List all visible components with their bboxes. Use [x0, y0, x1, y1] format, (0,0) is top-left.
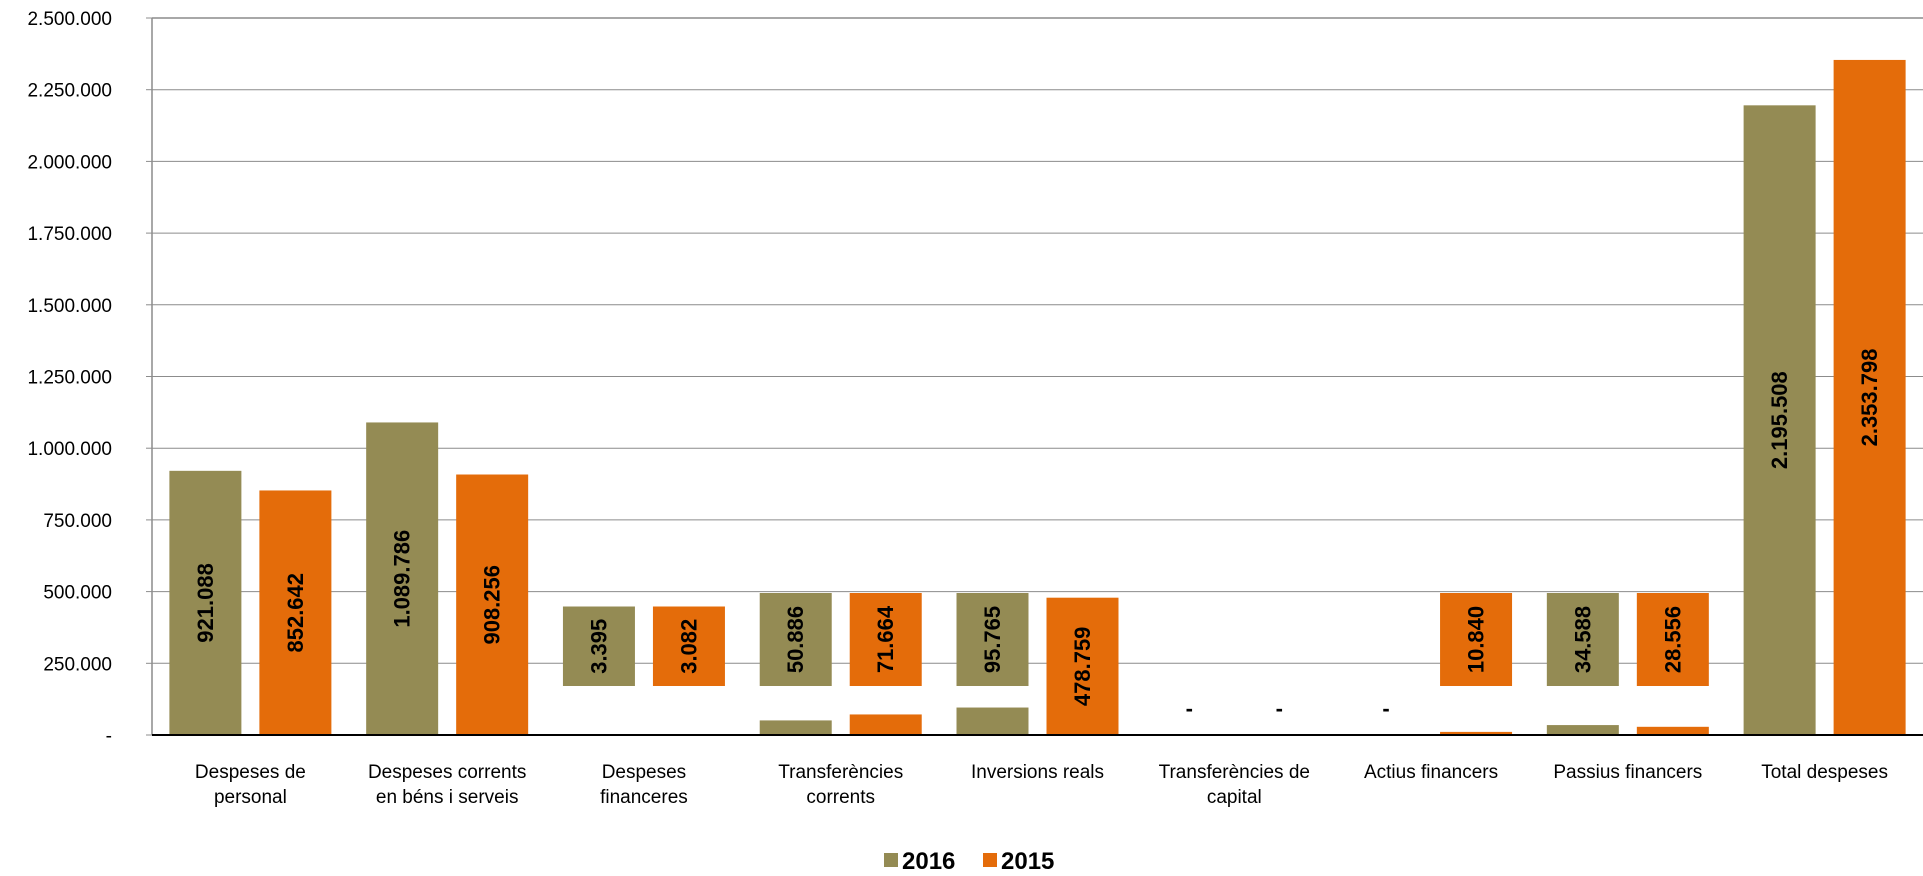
value-label: -: [1186, 696, 1193, 721]
value-label: 50.886: [783, 606, 808, 673]
value-labels: 921.088 1.089.786 3.395 50.886 95.765 - - 34.58…: [193, 349, 1882, 721]
x-tick-label: Inversions reals: [971, 762, 1104, 783]
legend-label-2015: 2015: [1001, 848, 1054, 875]
bars: [169, 59, 1906, 736]
bar-2016: [366, 422, 439, 735]
bar-2015: [259, 490, 332, 735]
legend-label-2016: 2016: [902, 848, 955, 875]
value-label: 3.395: [586, 619, 611, 674]
value-label-box: [759, 593, 832, 686]
x-tick-label: Passius financers: [1553, 762, 1702, 783]
x-tick-label: Transferències de: [1159, 762, 1310, 783]
y-tick-label: 1.750.000: [27, 224, 112, 245]
value-label: 1.089.786: [390, 530, 415, 628]
value-label: 478.759: [1070, 627, 1095, 707]
y-tick-label: 1.000.000: [27, 439, 112, 460]
legend-swatch-2015: [983, 853, 997, 867]
axes: [151, 17, 1923, 736]
bar-2016: [1743, 105, 1816, 735]
value-label-box: [849, 593, 922, 686]
x-tick-label: financeres: [600, 787, 688, 808]
value-label-box: [562, 606, 635, 686]
bar-2015: [1440, 731, 1513, 735]
y-axis-ticks: - 250.000 500.000 750.000 1.000.000 1.250.000…: [27, 9, 152, 747]
value-label: 10.840: [1464, 606, 1489, 673]
bar-2016: [759, 720, 832, 735]
x-tick-label: Despeses de: [195, 762, 306, 783]
y-tick-label: 1.500.000: [27, 296, 112, 317]
value-label: -: [1382, 696, 1389, 721]
bar-2015: [1833, 59, 1906, 736]
value-label-box: [956, 593, 1029, 686]
x-tick-label: corrents: [806, 787, 875, 808]
x-tick-label: personal: [214, 787, 287, 808]
bar-2016: [956, 707, 1029, 735]
value-label: 34.588: [1570, 606, 1595, 673]
value-label: 908.256: [480, 565, 505, 645]
y-tick-label: 1.250.000: [27, 368, 112, 389]
value-label-box: [652, 606, 725, 686]
value-label: 3.082: [676, 619, 701, 674]
y-tick-label: -: [106, 726, 112, 747]
x-tick-label: Despeses: [602, 762, 687, 783]
value-label-box: [1636, 593, 1709, 686]
bar-2015: [456, 474, 529, 735]
bar-2015: [1046, 597, 1119, 735]
y-tick-label: 2.000.000: [27, 152, 112, 173]
x-tick-label: en béns i serveis: [376, 787, 519, 808]
x-tick-label: Despeses corrents: [368, 762, 526, 783]
value-label: 2.353.798: [1857, 349, 1882, 447]
bar-2015: [849, 714, 922, 735]
x-axis-categories: Despeses de personal Despeses corrents en b…: [195, 762, 1888, 808]
value-label-box: [1440, 593, 1513, 686]
bar-2016: [1546, 725, 1619, 735]
y-tick-label: 2.500.000: [27, 9, 112, 30]
legend-swatch-2016: [884, 853, 898, 867]
bar-2016: [169, 470, 242, 735]
legend: 2016 2015: [884, 848, 1054, 875]
x-tick-label: Actius financers: [1364, 762, 1498, 783]
y-tick-label: 500.000: [43, 583, 112, 604]
value-label: 28.556: [1660, 606, 1685, 673]
x-tick-label: Total despeses: [1761, 762, 1888, 783]
value-label: 71.664: [873, 605, 898, 673]
value-label: 2.195.508: [1767, 371, 1792, 469]
x-tick-label: Transferències: [778, 762, 903, 783]
y-tick-label: 2.250.000: [27, 81, 112, 102]
bar-2015: [1636, 726, 1709, 735]
value-label-box: [1546, 593, 1619, 686]
value-label: 95.765: [980, 606, 1005, 673]
y-tick-label: 250.000: [43, 654, 112, 675]
y-tick-label: 750.000: [43, 511, 112, 532]
value-label: 852.642: [283, 573, 308, 653]
value-label: -: [1276, 696, 1283, 721]
x-tick-label: capital: [1207, 787, 1262, 808]
value-label: 921.088: [193, 563, 218, 643]
